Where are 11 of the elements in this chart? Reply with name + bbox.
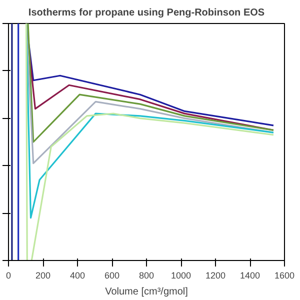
x-tick-label: 400 (70, 270, 86, 280)
x-tick-label: 600 (104, 270, 120, 280)
x-tick-label: 1000 (170, 270, 192, 280)
x-tick-label: 1400 (240, 270, 260, 280)
x-tick-label: 800 (138, 270, 154, 280)
x-axis-title: Volume [cm³/gmol] (105, 286, 188, 298)
x-tick-label: 0 (6, 270, 12, 280)
chart-title: Isotherms for propane using Peng-Robinson EOS (28, 8, 265, 18)
x-tick-label: 200 (35, 270, 51, 280)
x-tick-label: 1600 (274, 270, 295, 280)
x-tick-label: 1200 (205, 270, 226, 280)
